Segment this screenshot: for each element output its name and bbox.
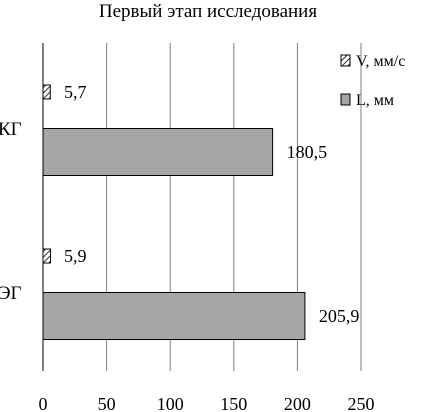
x-tick-label: 200 (284, 394, 311, 412)
chart-title: Первый этап исследования (99, 1, 317, 22)
x-tick-label: 150 (220, 394, 247, 412)
bar-v (42, 248, 52, 264)
bar-l (42, 128, 274, 176)
data-label-l: 205,9 (319, 306, 360, 326)
bars (42, 84, 306, 340)
data-label-v: 5,7 (64, 82, 87, 102)
x-tick-label: 0 (39, 394, 48, 412)
x-tick-label: 100 (157, 394, 184, 412)
bar-l (42, 292, 306, 340)
legend: V, мм/с L, мм (340, 53, 405, 109)
legend-label-v: V, мм/с (356, 53, 405, 70)
x-tick-label: 250 (348, 394, 375, 412)
data-label-v: 5,9 (64, 246, 87, 266)
category-label: КГ (0, 119, 22, 140)
legend-swatch-v (340, 54, 351, 67)
x-tick-label: 50 (98, 394, 116, 412)
category-labels: КГ ЭГ (0, 119, 22, 304)
data-labels: 5,7 180,5 5,9 205,9 (64, 82, 359, 326)
legend-swatch-l (340, 93, 351, 106)
legend-label-l: L, мм (356, 92, 394, 109)
data-label-l: 180,5 (287, 142, 328, 162)
bar-v (42, 84, 51, 100)
category-label: ЭГ (0, 283, 22, 304)
x-tick-labels: 0 50 100 150 200 250 (39, 394, 375, 412)
